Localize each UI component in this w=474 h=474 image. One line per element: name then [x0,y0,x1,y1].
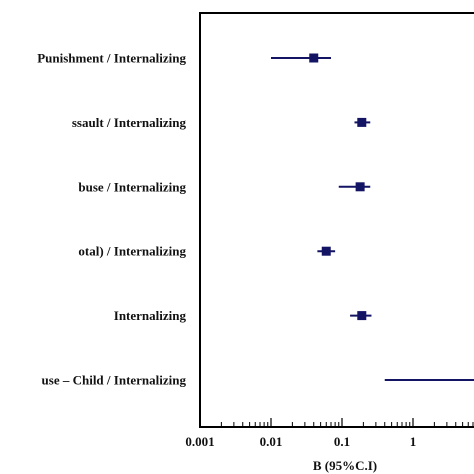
row-label: buse / Internalizing [78,179,186,194]
forest-rows: Punishment / Internalizing ssault / Inter… [37,51,474,388]
row-label: ssault / Internalizing [72,115,187,130]
point-estimate [321,246,331,256]
x-tick-label: 0.001 [185,434,214,449]
plot-border [199,12,474,428]
x-axis-title: B (95%C.I) [313,458,377,473]
row-label: Punishment / Internalizing [37,51,186,66]
x-tick-label: 0.01 [260,434,283,449]
x-tick-label: 1 [410,434,417,449]
x-axis-ticks [199,418,474,427]
row-label: use – Child / Internalizing [42,373,187,388]
row-label: otal) / Internalizing [78,244,186,259]
point-estimate [357,311,367,321]
x-tick-label: 0.1 [334,434,350,449]
point-estimate [357,117,367,127]
row-label: Internalizing [114,308,187,323]
point-estimate [309,53,319,63]
plot-frame [199,12,474,428]
point-estimate [355,182,365,192]
